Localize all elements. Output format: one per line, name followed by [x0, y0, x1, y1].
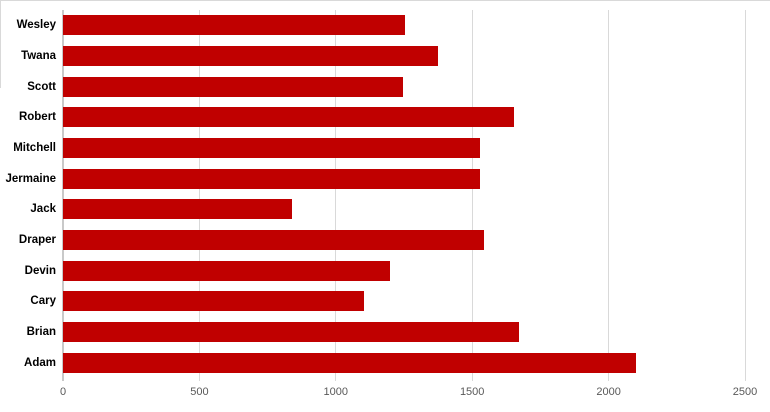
category-label: Twana — [21, 50, 56, 62]
x-tick-label: 1500 — [459, 386, 485, 398]
x-tick-label: 2500 — [732, 386, 758, 398]
bar-row — [63, 102, 745, 133]
category-label: Jack — [30, 203, 56, 216]
bar-devin — [63, 260, 391, 281]
gridline — [198, 10, 200, 381]
bar-adam — [63, 352, 636, 373]
bar-row — [63, 10, 745, 41]
bar-robert — [63, 107, 515, 128]
category-label: Adam — [24, 356, 56, 369]
value-axis-line — [62, 10, 64, 381]
category-label: Robert — [18, 111, 56, 124]
y-axis-labels: Wesley Twana Scott Robert Mitchell Jermaine Ja… — [0, 10, 56, 378]
x-tick-label: 0 — [59, 386, 67, 398]
bar-row — [63, 286, 745, 317]
gridline — [335, 10, 337, 381]
bar-row — [63, 133, 745, 164]
bar-row — [63, 194, 745, 225]
gridline — [744, 10, 746, 381]
bar-row — [63, 71, 745, 102]
category-label: Jermaine — [5, 172, 56, 185]
gridline — [471, 10, 473, 381]
category-label: Cary — [30, 295, 56, 308]
bars — [63, 10, 745, 378]
category-label: Wesley — [16, 19, 56, 32]
x-tick-label: 500 — [190, 386, 209, 398]
bar-row — [63, 163, 745, 194]
plot-area — [62, 10, 746, 381]
x-tick-label: 2000 — [596, 386, 621, 398]
category-label: Brian — [26, 326, 56, 339]
bar-draper — [63, 230, 485, 251]
bar-jermaine — [63, 168, 481, 189]
bar-row — [63, 347, 745, 378]
bar-row — [63, 255, 745, 286]
chart-left-border-fragment — [0, 0, 1, 88]
bar-brian — [63, 322, 519, 343]
bar-mitchell — [63, 138, 481, 159]
bar-wesley — [63, 15, 406, 36]
category-label: Draper — [18, 234, 56, 247]
bar-cary — [63, 291, 365, 312]
bar-twana — [63, 46, 439, 66]
chart-top-border — [0, 0, 770, 1]
bar-row — [63, 317, 745, 348]
bar-row — [63, 225, 745, 256]
bar-row — [63, 41, 745, 72]
category-label: Mitchell — [13, 142, 56, 155]
bar-scott — [63, 76, 403, 97]
gridline — [608, 10, 610, 381]
bar-jack — [63, 199, 293, 220]
x-tick-label: 1000 — [323, 386, 349, 398]
category-label: Scott — [27, 80, 56, 93]
category-label: Devin — [24, 264, 56, 277]
